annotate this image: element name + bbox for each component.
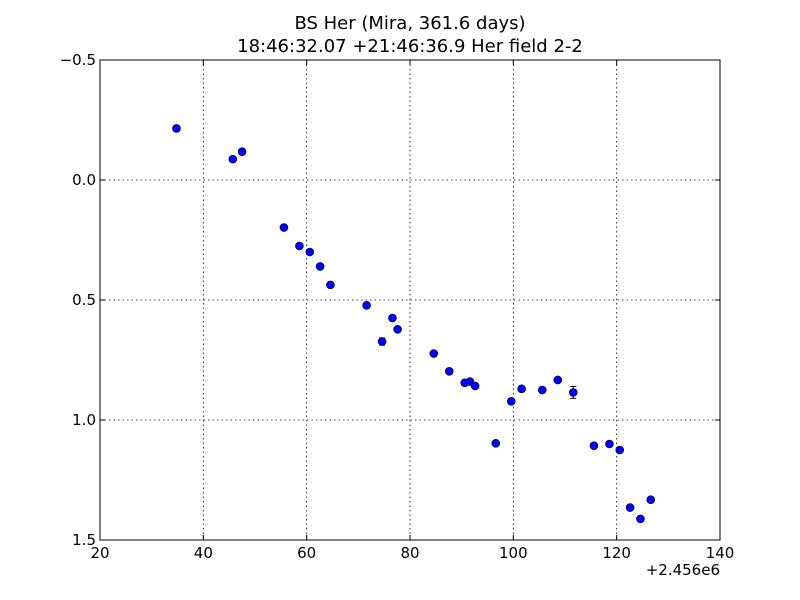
chart-title: BS Her (Mira, 361.6 days) xyxy=(294,13,525,34)
data-point xyxy=(305,247,315,257)
data-point xyxy=(470,381,480,391)
x-tick-label: 100 xyxy=(499,544,528,562)
x-axis-offset-label: +2.456e6 xyxy=(646,561,720,579)
y-tick-label: 1.5 xyxy=(72,531,96,549)
data-point xyxy=(568,388,578,397)
y-tick-label: 0.5 xyxy=(72,291,96,309)
data-point xyxy=(589,441,599,450)
data-point xyxy=(377,337,387,346)
y-axis-tick-labels: −0.5 0.0 0.5 1.0 1.5 xyxy=(60,51,96,549)
data-point xyxy=(646,495,656,504)
data-points xyxy=(172,124,656,524)
data-point xyxy=(295,241,304,251)
y-tick-label: −0.5 xyxy=(60,51,96,69)
chart-subtitle: 18:46:32.07 +21:46:36.9 Her field 2-2 xyxy=(237,36,583,57)
x-tick-label: 60 xyxy=(297,544,316,562)
data-point xyxy=(605,439,614,449)
data-point xyxy=(491,438,501,448)
data-point xyxy=(625,503,635,512)
data-point xyxy=(326,280,335,290)
data-point xyxy=(362,300,371,310)
data-point xyxy=(388,313,397,323)
data-point xyxy=(237,147,247,156)
x-tick-label: 140 xyxy=(706,544,735,562)
x-axis-tick-labels: 20 40 60 80 100 120 140 xyxy=(90,544,734,562)
y-tick-label: 0.0 xyxy=(72,171,96,189)
data-point xyxy=(636,514,645,524)
data-point xyxy=(517,384,526,394)
data-point xyxy=(429,349,439,358)
x-tick-label: 120 xyxy=(602,544,631,562)
x-tick-label: 80 xyxy=(400,544,419,562)
data-point xyxy=(279,223,289,232)
grid-lines xyxy=(100,60,720,540)
data-point xyxy=(615,445,625,455)
data-point xyxy=(393,324,402,334)
y-tick-label: 1.0 xyxy=(72,411,96,429)
data-point xyxy=(228,154,238,164)
x-tick-label: 40 xyxy=(194,544,213,562)
axis-ticks xyxy=(99,59,721,541)
data-point xyxy=(315,262,325,271)
data-point xyxy=(553,375,563,385)
data-point xyxy=(506,396,516,406)
data-point xyxy=(444,366,454,376)
x-tick-label: 20 xyxy=(90,544,109,562)
data-point xyxy=(172,124,181,133)
data-point xyxy=(537,385,547,395)
